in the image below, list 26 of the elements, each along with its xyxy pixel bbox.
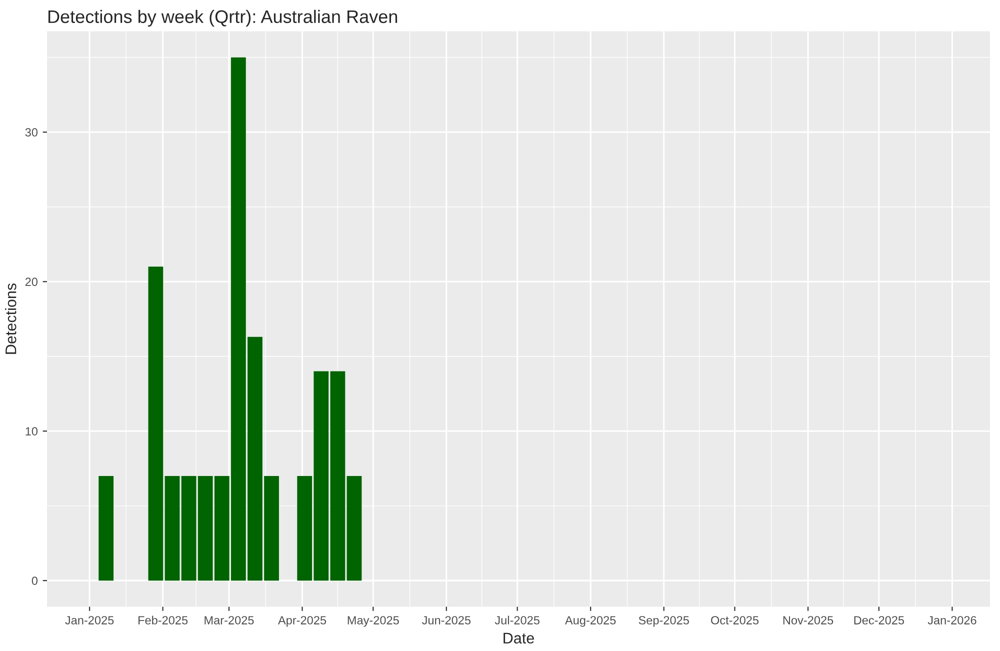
y-tick-label: 10 xyxy=(26,427,38,436)
x-tick-label: Jan-2025 xyxy=(65,616,114,624)
y-tick-label: 30 xyxy=(25,128,38,137)
bar xyxy=(148,266,164,581)
bar xyxy=(164,476,180,581)
x-tick-label: Jul-2025 xyxy=(494,616,540,624)
y-axis-title: Detections xyxy=(5,283,16,354)
x-tick-label: Aug-2025 xyxy=(565,616,616,627)
bar xyxy=(181,476,196,581)
x-tick-label: Mar-2025 xyxy=(204,616,254,624)
y-tick-label: 0 xyxy=(32,576,38,585)
x-tick-label: Jan-2026 xyxy=(928,616,976,624)
x-tick-label: Dec-2025 xyxy=(854,616,904,624)
x-tick-label: Apr-2025 xyxy=(278,616,326,627)
x-tick-label: May-2025 xyxy=(348,616,399,627)
x-tick-label: Nov-2025 xyxy=(783,616,834,624)
y-tick-label: 20 xyxy=(25,278,38,286)
bar xyxy=(330,371,346,581)
bar xyxy=(346,476,362,581)
x-tick-label: Oct-2025 xyxy=(711,616,759,624)
chart-title: Detections by week (Qrtr): Australian Raven xyxy=(48,10,398,27)
bar xyxy=(98,476,114,581)
x-tick-label: Jun-2025 xyxy=(422,616,471,624)
x-tick-label: Sep-2025 xyxy=(638,616,689,627)
x-axis-title: Date xyxy=(504,632,534,644)
x-tick-label: Feb-2025 xyxy=(138,616,188,624)
